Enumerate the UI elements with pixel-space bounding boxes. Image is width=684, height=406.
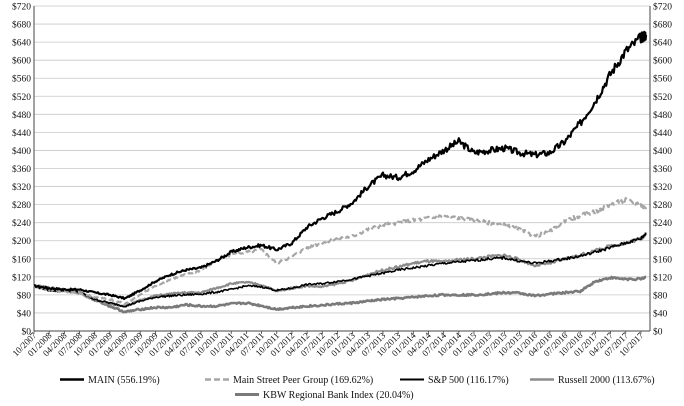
y-tick-label-left: $320: [12, 182, 31, 193]
y-tick-label-left: $640: [12, 38, 31, 49]
y-tick-label-right: $640: [653, 38, 672, 49]
left-y-axis: $0 $40 $80 $120 $160 $200 $240 $280 $320 $360 $400…: [12, 2, 31, 338]
y-tick-label-right: $480: [653, 110, 672, 121]
series-lines: [33, 30, 648, 314]
gridlines: [33, 5, 651, 332]
y-tick-label-right: $720: [653, 2, 672, 13]
y-tick-label-right: $0: [653, 327, 663, 338]
y-tick-label-left: $360: [12, 164, 31, 175]
y-tick-label-left: $240: [12, 218, 31, 229]
right-y-axis: $0 $40 $80 $120 $160 $200 $240 $280 $320 $360 $400…: [653, 2, 672, 338]
y-tick-label-right: $400: [653, 146, 672, 157]
legend: MAIN (556.19%) Main Street Peer Group (16…: [60, 375, 655, 401]
series-line-0: [33, 30, 648, 301]
y-tick-label-left: $120: [12, 272, 31, 283]
series-line-3: [33, 231, 648, 308]
legend-label: KBW Regional Bank Index (20.04%): [263, 390, 414, 401]
y-tick-label-right: $600: [653, 56, 672, 67]
y-tick-label-right: $440: [653, 128, 672, 139]
x-axis: 10/200701/200804/200807/200810/200801/20…: [10, 330, 645, 358]
y-tick-label-right: $680: [653, 20, 672, 31]
y-tick-label-left: $400: [12, 146, 31, 157]
y-tick-label-right: $320: [653, 182, 672, 193]
legend-label: Main Street Peer Group (169.62%): [233, 375, 373, 386]
y-tick-label-right: $280: [653, 200, 672, 211]
y-tick-label-left: $40: [17, 308, 32, 319]
y-tick-label-left: $440: [12, 128, 31, 139]
y-tick-label-left: $80: [17, 290, 32, 301]
y-tick-label-right: $40: [653, 308, 668, 319]
y-tick-label-right: $360: [653, 164, 672, 175]
y-tick-label-left: $520: [12, 92, 31, 103]
y-tick-label-left: $600: [12, 56, 31, 67]
y-tick-label-right: $560: [653, 74, 672, 85]
y-tick-label-left: $680: [12, 20, 31, 31]
y-tick-label-right: $80: [653, 290, 668, 301]
legend-label: Russell 2000 (113.67%): [558, 375, 655, 386]
y-tick-label-left: $280: [12, 200, 31, 211]
y-tick-label-left: $200: [12, 236, 31, 247]
legend-label: MAIN (556.19%): [88, 375, 160, 386]
y-tick-label-right: $520: [653, 92, 672, 103]
y-tick-label-right: $120: [653, 272, 672, 283]
y-tick-label-left: $560: [12, 74, 31, 85]
y-tick-label-left: $0: [22, 327, 32, 338]
y-tick-label-left: $720: [12, 2, 31, 13]
series-line-1: [33, 197, 648, 306]
y-tick-label-right: $160: [653, 254, 672, 265]
legend-label: S&P 500 (116.17%): [428, 375, 509, 386]
series-line-2: [33, 233, 647, 308]
series-line-4: [33, 275, 647, 314]
y-tick-label-right: $240: [653, 218, 672, 229]
y-tick-label-left: $480: [12, 110, 31, 121]
y-tick-label-left: $160: [12, 254, 31, 265]
y-tick-label-right: $200: [653, 236, 672, 247]
